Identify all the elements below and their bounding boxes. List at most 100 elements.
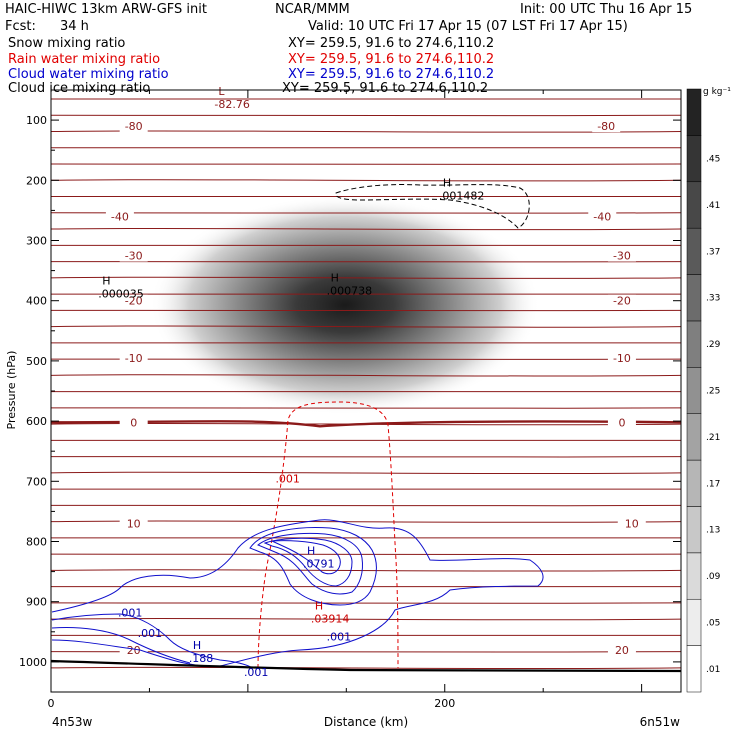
snow-mixing-ratio-shading [150,195,540,415]
field-name-cloudwater: Cloud water mixing ratio [8,67,169,82]
isotherm-line [51,163,681,165]
y-axis-label: Pressure (hPa) [5,351,18,430]
x-tick-label: 0 [48,697,55,710]
valid-time: Valid: 10 UTC Fri 17 Apr 15 (07 LST Fri … [308,19,628,34]
colorbar-swatch [686,367,702,414]
colorbar-swatch [686,274,702,322]
field-xy-snow: XY= 259.5, 91.6 to 274.6,110.2 [288,36,495,51]
colorbar-swatch [686,320,702,368]
colorbar-swatch [686,552,702,600]
extremum-value: .188 [189,652,214,665]
isotherm-line [51,471,681,475]
y-tick-label: 400 [26,295,47,308]
isotherm-line [51,553,681,555]
colorbar-level-label: .13 [706,526,720,536]
isotherm-label-bg [592,120,621,133]
x-endpoint-left: 4n53w [52,715,93,729]
colorbar-level-label: .29 [706,340,721,350]
colorbar-level-label: .45 [706,155,720,165]
isotherm-line [51,309,681,312]
x-endpoint-right: 6n51w [640,715,681,729]
colorbar-level-label: .05 [706,618,720,628]
contour-label: .001 [275,472,300,485]
colorbar-level-label: .41 [706,201,720,211]
org-label: NCAR/MMM [275,2,350,17]
isotherm-label-bg [607,249,636,262]
extremum-mark: H [307,544,315,557]
field-name-cloudice: Cloud ice mixing ratio [8,81,151,96]
isotherm-label-bg [119,517,148,530]
cloud-ice-contour [335,184,530,229]
colorbar-unit: g kg⁻¹ [703,87,731,97]
colorbar-level-label: .37 [706,247,720,257]
y-tick-label: 1000 [19,656,47,669]
colorbar-swatch [686,181,702,229]
field-xy-cloudwater: XY= 259.5, 91.6 to 274.6,110.2 [288,67,495,82]
isotherm-label: 10 [127,517,141,530]
colorbar-swatch [686,88,702,136]
isotherm-line [51,407,681,409]
y-tick-label: 100 [26,114,47,127]
contour-label: .001 [244,666,269,679]
contour-label: .001 [138,627,163,640]
y-tick-label: 800 [26,536,47,549]
isotherm-label: -20 [125,295,143,308]
isotherm-label-bg [617,517,646,530]
isotherm-label: 0 [618,416,625,429]
colorbar-level-label: .25 [706,387,720,397]
isotherm-label-bg [119,416,148,429]
isotherm-label-bg [119,249,148,262]
fcst-label: Fcst: [5,19,36,34]
isotherm-label: -20 [613,295,631,308]
terrain-line [51,659,681,673]
extremum-value: .0791 [303,557,335,570]
chart-title: HAIC-HIWC 13km ARW-GFS init [5,2,207,17]
isotherm-label: -40 [111,210,129,223]
field-xy-rain: XY= 259.5, 91.6 to 274.6,110.2 [288,52,495,67]
fcst-value: 34 h [60,19,89,34]
isotherm-line [51,455,681,458]
isotherm-label: -10 [613,352,631,365]
isotherm-zero-line [51,420,681,428]
contour-label: .001 [118,607,143,620]
field-name-rain: Rain water mixing ratio [8,52,161,67]
colorbar-swatch [686,413,702,461]
colorbar-level-label: .17 [706,479,720,489]
isotherm-label: -80 [597,120,615,133]
colorbar: .01 .05 .09 .13 .17 .21 .25 .29 .33 .37 .41 .45 [686,88,721,693]
colorbar-swatch [686,459,702,507]
x-tick-label: 200 [434,697,455,710]
isotherm-line [51,666,681,670]
x-axis: 0 200 [48,90,643,710]
isotherm-label: -80 [125,120,143,133]
isotherm-label-bg [607,351,636,364]
extremum-value: -82.76 [214,98,249,111]
x-axis-label: Distance (km) [324,715,408,729]
isotherm-label-bg [119,120,148,133]
init-time: Init: 00 UTC Thu 16 Apr 15 [520,2,693,17]
isotherm-label: 20 [127,644,141,657]
isotherm-label: -40 [593,210,611,223]
extremum-mark: L [218,85,225,98]
contour-label: .001 [327,631,352,644]
isotherm-label: -10 [125,352,143,365]
extremum-value: .03914 [311,613,350,626]
isotherm-line [51,504,681,507]
field-name-snow: Snow mixing ratio [8,36,126,51]
isotherm-label-bg [588,210,617,223]
isotherm-label-bg [105,210,134,223]
extremum-mark: H [315,600,323,613]
isotherm-line [51,227,681,231]
colorbar-swatch [686,506,702,554]
isotherm-label-bg [607,294,636,307]
y-tick-label: 500 [26,355,47,368]
rain-water-contour [257,401,399,669]
colorbar-level-label: .33 [706,294,720,304]
isotherm-line [51,602,681,604]
field-annotations: L-82.76H.001482H.000035H.000738.001H.079… [98,85,484,679]
isotherm-label: 20 [615,644,629,657]
extremum-mark: H [331,272,339,285]
extremum-value: .000035 [98,288,144,301]
isotherm-line [51,211,681,214]
